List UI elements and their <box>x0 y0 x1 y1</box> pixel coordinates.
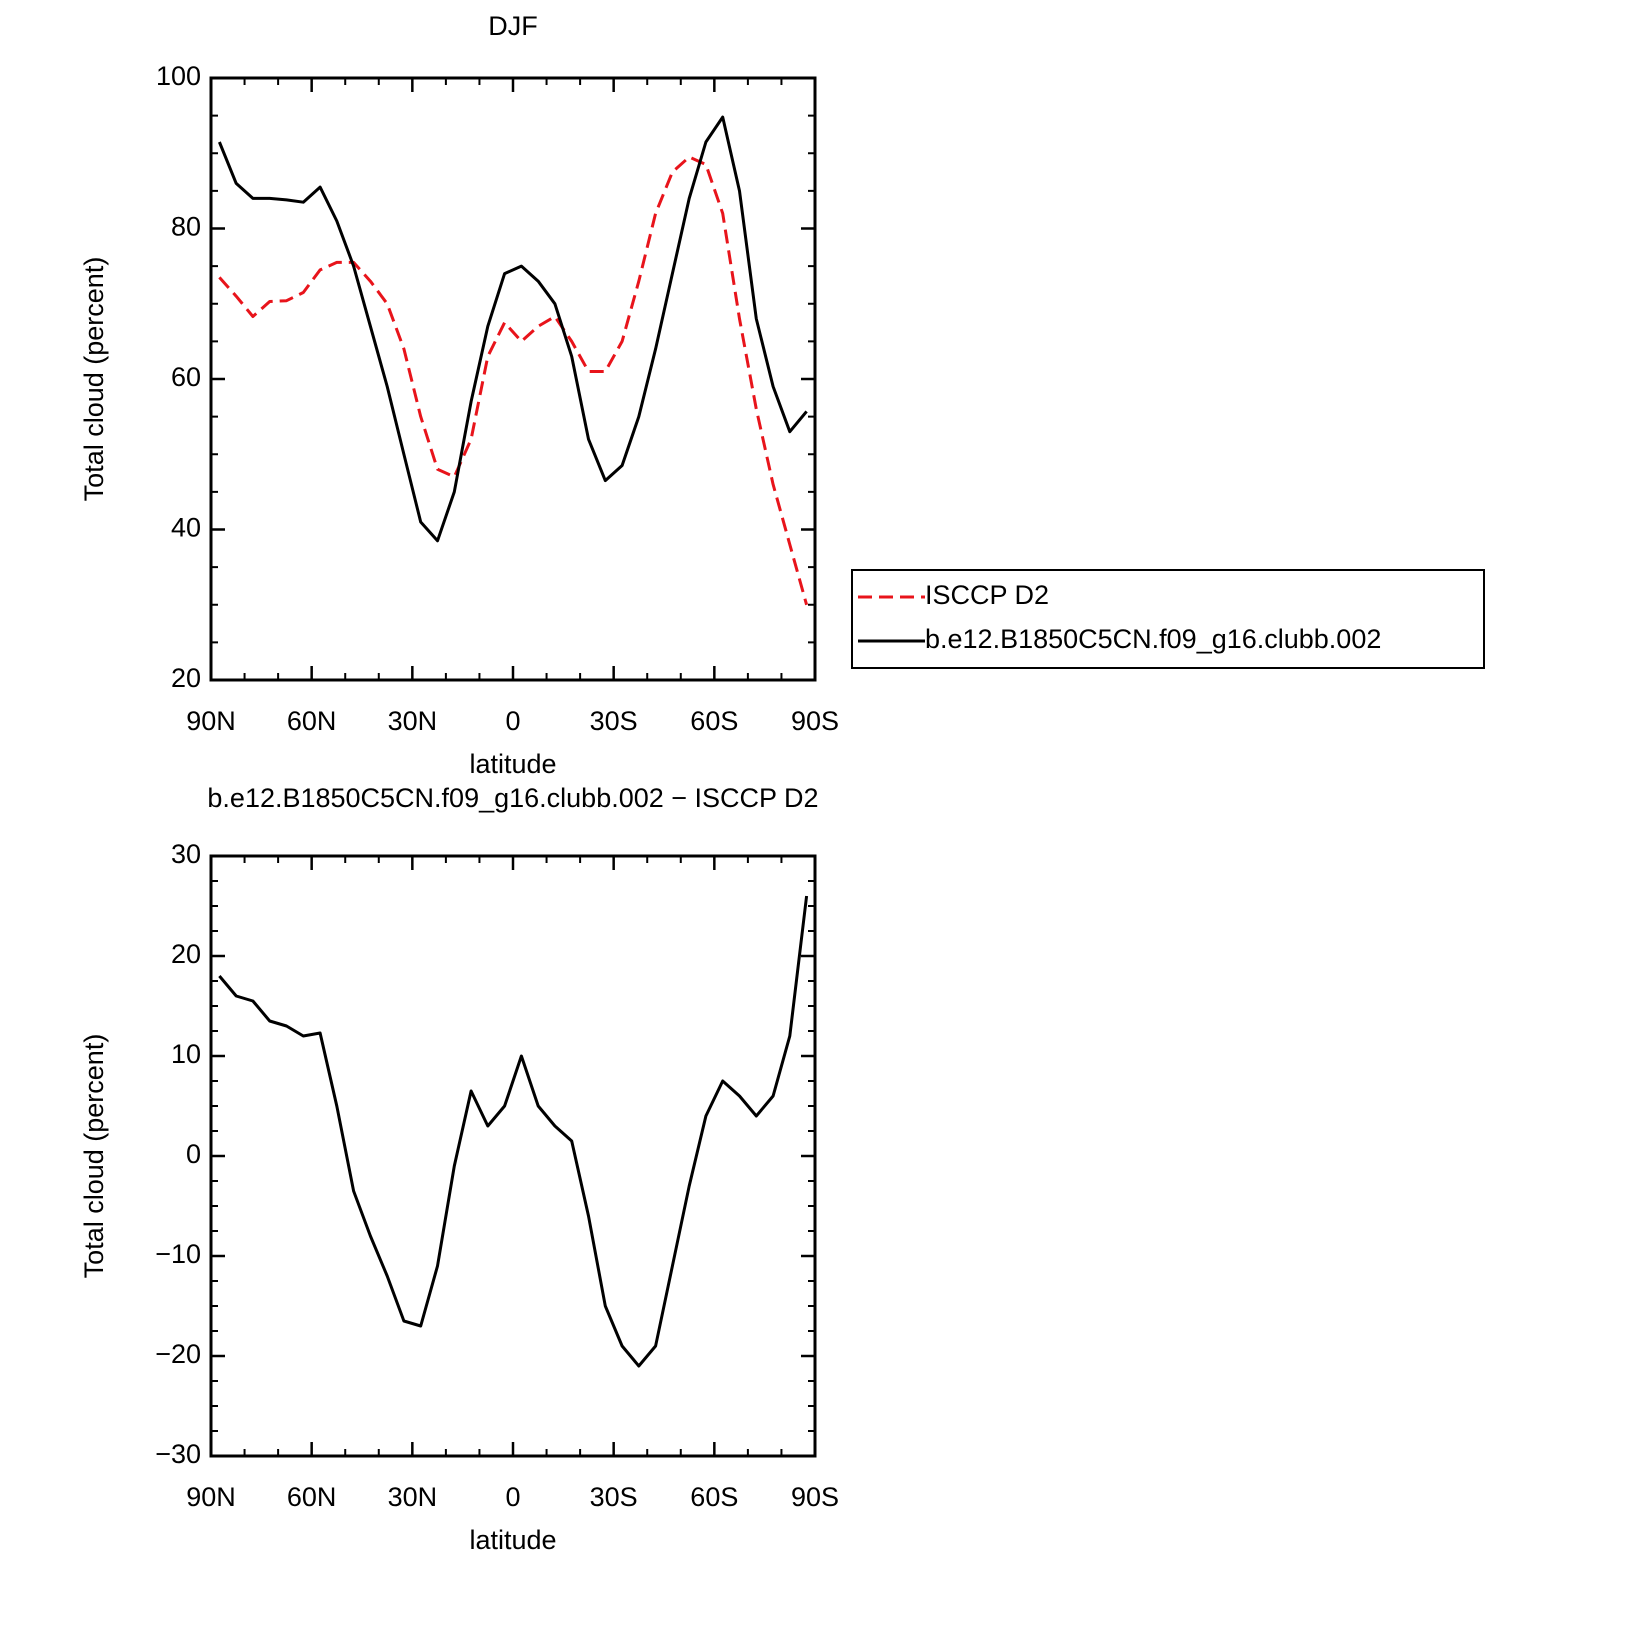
x-tick-label: 90S <box>791 706 839 736</box>
y-tick-label: 10 <box>171 1039 201 1069</box>
y-tick-label: 60 <box>171 362 201 392</box>
y-tick-label: −30 <box>155 1439 201 1469</box>
legend-label: b.e12.B1850C5CN.f09_g16.clubb.002 <box>925 624 1381 654</box>
x-tick-label: 90S <box>791 1482 839 1512</box>
legend-label: ISCCP D2 <box>925 580 1049 610</box>
x-tick-label: 0 <box>505 706 520 736</box>
data-line <box>218 115 808 543</box>
y-tick-label: 20 <box>171 663 201 693</box>
y-axis-label: Total cloud (percent) <box>79 1034 109 1279</box>
y-tick-label: −10 <box>155 1239 201 1269</box>
y-tick-label: 0 <box>186 1139 201 1169</box>
plot-frame <box>209 76 817 682</box>
x-tick-label: 30S <box>590 706 638 736</box>
x-tick-label: 90N <box>186 1482 236 1512</box>
x-tick-label: 30N <box>388 1482 438 1512</box>
x-tick-label: 60N <box>287 706 337 736</box>
data-line <box>218 155 809 606</box>
chart-title: b.e12.B1850C5CN.f09_g16.clubb.002 − ISCC… <box>207 783 818 813</box>
x-axis-label: latitude <box>469 749 556 779</box>
legend-box <box>851 569 1485 669</box>
y-axis-label: Total cloud (percent) <box>79 257 109 502</box>
y-tick-label: 80 <box>171 212 201 242</box>
x-tick-label: 60S <box>690 706 738 736</box>
x-tick-label: 60S <box>690 1482 738 1512</box>
y-tick-label: −20 <box>155 1339 201 1369</box>
plot-frame <box>209 854 817 1458</box>
x-tick-label: 0 <box>505 1482 520 1512</box>
x-axis-label: latitude <box>469 1525 556 1555</box>
chart-title: DJF <box>488 11 538 41</box>
y-tick-label: 20 <box>171 939 201 969</box>
x-tick-label: 30S <box>590 1482 638 1512</box>
x-tick-label: 30N <box>388 706 438 736</box>
y-tick-label: 40 <box>171 513 201 543</box>
x-tick-label: 90N <box>186 706 236 736</box>
y-tick-label: 100 <box>156 61 201 91</box>
data-line <box>218 895 809 1368</box>
y-tick-label: 30 <box>171 839 201 869</box>
x-tick-label: 60N <box>287 1482 337 1512</box>
